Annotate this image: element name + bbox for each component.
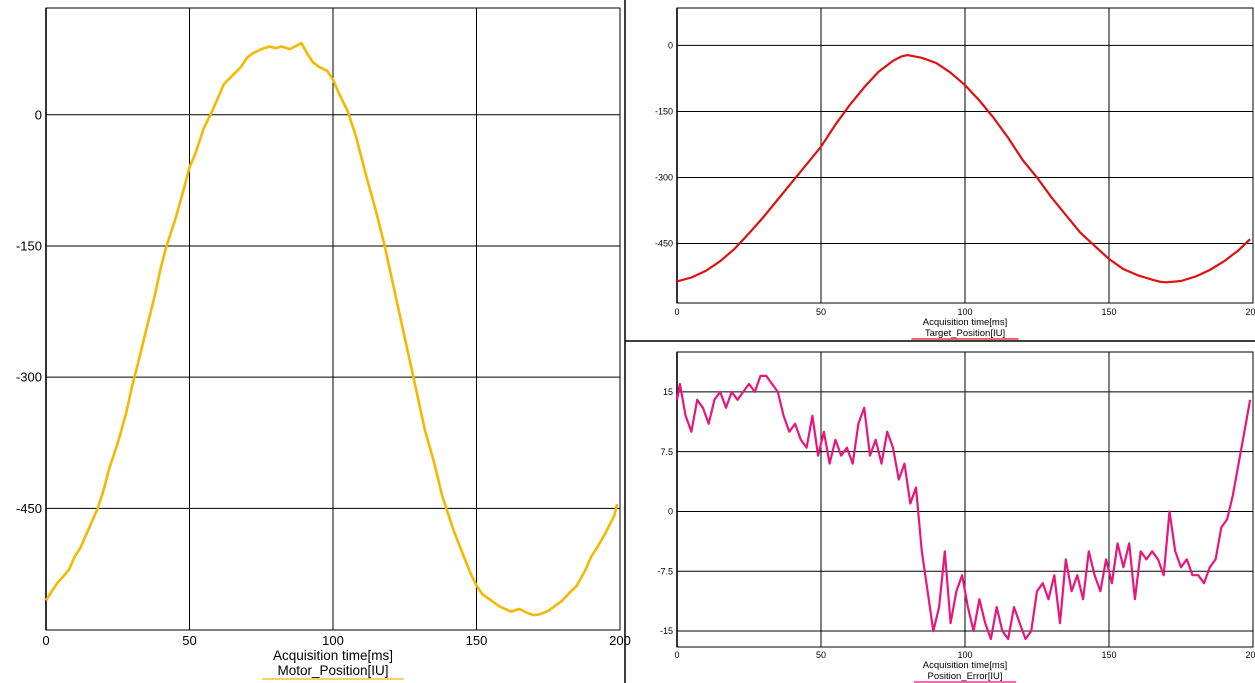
y-tick-label: -150 [16, 239, 42, 254]
motor-position-chart: 0 50 100 150 200 0 -150 -300 -450 Acquisition tim… [16, 7, 631, 680]
series-name: Position_Error[IU] [928, 671, 1003, 682]
x-axis-label: Acquisition time[ms] [923, 317, 1007, 328]
target-position-chart: 0 50 100 150 200 0 -150 -300 -450 Acquisition tim… [655, 7, 1255, 340]
y-tick-label: -450 [655, 239, 673, 249]
y-tick-label: -7.5 [657, 566, 673, 576]
series-line [44, 41, 619, 617]
y-tick-label: 0 [35, 107, 42, 122]
series-name: Target_Position[IU] [925, 328, 1005, 339]
x-axis-label: Acquisition time[ms] [273, 648, 393, 663]
x-tick-label: 100 [957, 307, 972, 317]
y-tick-label: -15 [660, 626, 673, 636]
y-tick-label: 0 [668, 507, 673, 517]
position-error-chart: 0 50 100 150 200 15 7.5 0 -7.5 -15 Acquisition tim… [657, 351, 1255, 683]
x-tick-label: 50 [816, 307, 826, 317]
x-tick-label: 200 [1245, 650, 1255, 660]
y-tick-label: 15 [663, 387, 673, 397]
x-tick-label: 50 [182, 633, 196, 648]
x-axis-label: Acquisition time[ms] [923, 660, 1007, 671]
x-tick-label: 100 [322, 633, 344, 648]
x-tick-label: 200 [1245, 307, 1255, 317]
y-tick-label: -300 [16, 370, 42, 385]
x-tick-label: 150 [1101, 650, 1116, 660]
x-tick-label: 50 [816, 650, 826, 660]
y-tick-label: 7.5 [660, 447, 673, 457]
x-tick-label: 200 [609, 633, 631, 648]
x-tick-label: 0 [674, 307, 679, 317]
x-tick-label: 100 [957, 650, 972, 660]
x-tick-label: 150 [1101, 307, 1116, 317]
x-tick-label: 150 [466, 633, 488, 648]
x-tick-label: 0 [42, 633, 49, 648]
y-tick-label: -150 [655, 107, 673, 117]
series-line [675, 374, 1252, 641]
series-name: Motor_Position[IU] [277, 663, 388, 678]
y-tick-label: -300 [655, 173, 673, 183]
series-line [676, 54, 1251, 284]
x-tick-label: 0 [674, 650, 679, 660]
y-tick-label: 0 [668, 41, 673, 51]
y-tick-label: -450 [16, 501, 42, 516]
